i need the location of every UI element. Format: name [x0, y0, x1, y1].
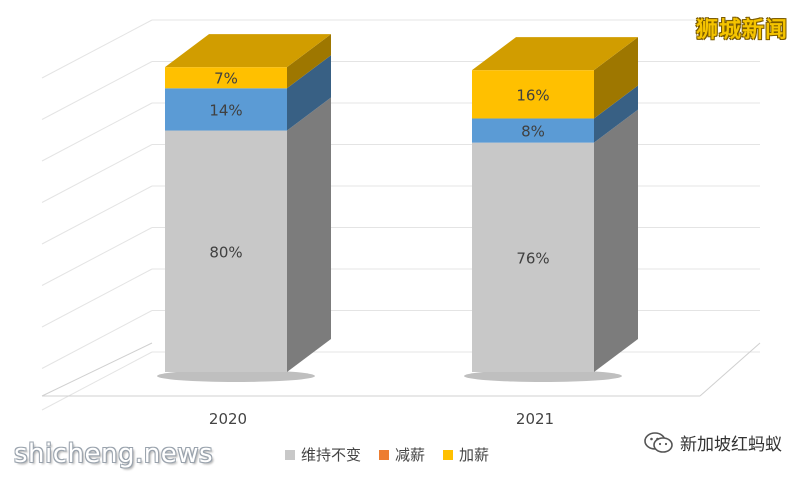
- x-tick-label: 2021: [516, 410, 554, 428]
- bar-segment-front: [165, 130, 287, 372]
- gridline-side: [41, 102, 153, 162]
- legend-swatch: [285, 449, 295, 460]
- gridline-side: [41, 310, 153, 369]
- legend-swatch: [379, 449, 390, 460]
- bar-segment-side: [287, 55, 331, 131]
- x-tick-label: 2020: [209, 410, 247, 428]
- bar-segment-front: [472, 142, 594, 372]
- gridline-side: [41, 19, 153, 79]
- gridline-side: [41, 227, 153, 286]
- bar-top-face: [472, 37, 638, 71]
- legend-label: 减薪: [395, 446, 426, 464]
- data-label: 14%: [209, 101, 242, 119]
- bar-segment-side: [287, 34, 331, 89]
- gridline-side: [41, 268, 153, 328]
- gridline-side: [41, 144, 153, 203]
- wechat-account-name: 新加坡红蚂蚁: [680, 435, 782, 455]
- legend-label: 加薪: [459, 446, 490, 464]
- brand-watermark-bottom-right: 新加坡红蚂蚁: [644, 430, 782, 455]
- brand-watermark-bottom-left: shicheng.news: [14, 439, 214, 469]
- bar-segment-side: [594, 109, 638, 373]
- legend-item: 加薪: [443, 444, 489, 465]
- bar-segment-front: [165, 88, 287, 131]
- bar-shadow: [157, 370, 315, 382]
- legend-item: 减薪: [379, 444, 425, 465]
- gridline-side: [41, 351, 153, 411]
- gridline-side: [41, 61, 153, 120]
- legend-item: 维持不变: [285, 444, 361, 465]
- bar-segment-side: [594, 37, 638, 119]
- wechat-icon: [644, 431, 674, 454]
- data-label: 76%: [516, 249, 549, 267]
- chart-legend: 维持不变 减薪 加薪: [285, 444, 489, 465]
- legend-swatch: [443, 449, 454, 460]
- data-label: 16%: [516, 86, 549, 104]
- bar-shadow: [464, 370, 622, 382]
- bar-segment-front: [472, 118, 594, 143]
- bar-segment-front: [165, 67, 287, 89]
- floor-edge-left: [41, 342, 153, 397]
- data-label: 7%: [214, 70, 238, 88]
- bar-segment-side: [594, 85, 638, 143]
- brand-watermark-top-right: 狮城新闻: [695, 18, 788, 43]
- gridline-side: [41, 185, 153, 245]
- bar-segment-side: [287, 97, 331, 372]
- legend-label: 维持不变: [301, 446, 362, 464]
- bar-top-face: [165, 34, 331, 68]
- floor-edge-right: [699, 342, 761, 397]
- data-label: 8%: [521, 123, 545, 141]
- data-label: 80%: [209, 243, 242, 261]
- bar-segment-front: [472, 70, 594, 119]
